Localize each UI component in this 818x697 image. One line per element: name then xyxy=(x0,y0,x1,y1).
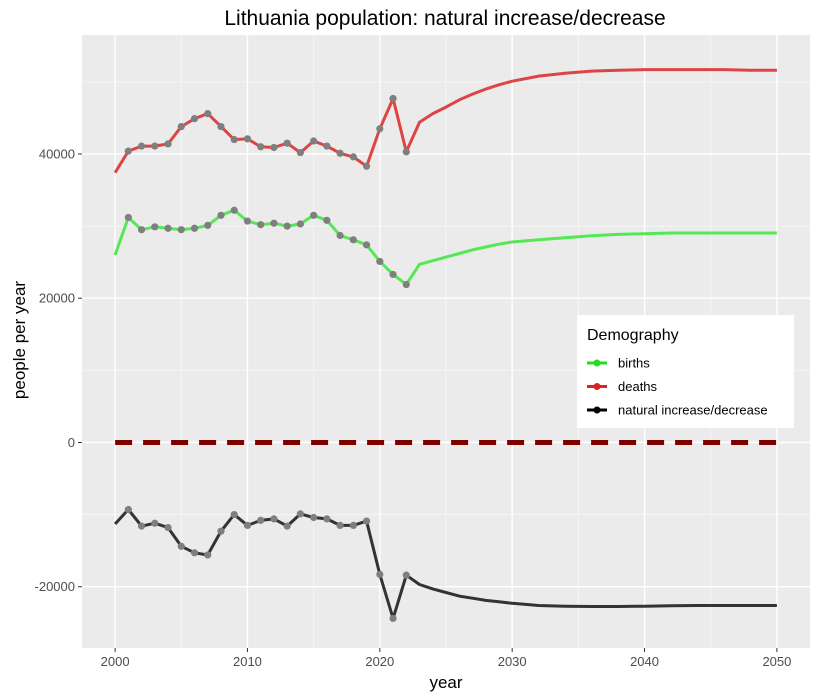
data-point xyxy=(389,94,397,103)
x-tick-label: 2040 xyxy=(630,654,659,669)
data-point xyxy=(177,226,185,234)
chart-title: Lithuania population: natural increase/d… xyxy=(224,7,665,30)
data-point xyxy=(204,110,212,118)
x-tick-label: 2020 xyxy=(365,654,394,669)
data-point xyxy=(376,257,384,266)
data-point xyxy=(296,220,304,228)
data-point xyxy=(270,219,278,227)
data-point xyxy=(402,571,410,579)
data-point xyxy=(349,521,357,530)
y-tick-label: 20000 xyxy=(39,291,75,306)
data-point xyxy=(389,614,397,623)
data-point xyxy=(402,148,410,156)
x-axis-title: year xyxy=(429,673,462,692)
data-point xyxy=(257,143,265,151)
y-tick-label: -20000 xyxy=(35,579,75,594)
data-point xyxy=(151,142,159,150)
data-point xyxy=(151,519,159,527)
data-point xyxy=(323,515,331,523)
data-point xyxy=(230,510,238,519)
legend-title: Demography xyxy=(587,327,679,344)
data-point xyxy=(124,147,132,155)
data-point xyxy=(376,570,384,579)
x-tick-label: 2050 xyxy=(762,654,791,669)
data-point xyxy=(190,115,199,123)
data-point xyxy=(137,226,146,234)
data-point xyxy=(177,542,185,550)
data-point xyxy=(362,162,371,170)
legend-label: deaths xyxy=(618,379,658,394)
data-point xyxy=(217,211,225,219)
data-point xyxy=(217,122,225,131)
data-point xyxy=(137,522,146,530)
y-axis-title: people per year xyxy=(10,281,29,399)
data-point xyxy=(336,149,344,157)
y-axis-ticks: -20000 0 20000 40000 xyxy=(35,146,82,594)
data-point xyxy=(310,137,318,145)
x-tick-label: 2010 xyxy=(233,654,262,669)
data-point xyxy=(190,549,199,557)
x-tick-label: 2000 xyxy=(101,654,130,669)
data-point xyxy=(124,505,132,514)
legend-label: natural increase/decrease xyxy=(618,403,768,418)
data-point xyxy=(310,513,318,522)
x-tick-label: 2030 xyxy=(498,654,527,669)
data-point xyxy=(124,213,132,222)
data-point xyxy=(389,270,397,279)
data-point xyxy=(164,140,172,148)
data-point xyxy=(230,135,238,144)
data-point xyxy=(204,221,212,229)
data-point xyxy=(230,206,238,214)
legend-key-point xyxy=(593,383,601,390)
data-point xyxy=(296,148,304,157)
data-point xyxy=(243,521,252,530)
data-point xyxy=(257,516,265,524)
x-axis-ticks: 2000 2010 2020 2030 2040 2050 xyxy=(101,648,791,669)
legend: Demography births deaths natural increase/… xyxy=(577,315,794,428)
data-point xyxy=(283,139,291,147)
y-tick-label: 0 xyxy=(68,435,75,450)
data-point xyxy=(164,224,172,232)
data-point xyxy=(270,515,278,523)
legend-label: births xyxy=(618,356,650,371)
data-point xyxy=(349,153,357,161)
data-point xyxy=(323,142,331,150)
data-point xyxy=(362,241,371,249)
legend-entries: births deaths natural increase/decrease xyxy=(587,356,768,418)
data-point xyxy=(164,523,172,532)
data-point xyxy=(243,135,252,143)
legend-box xyxy=(577,315,794,428)
data-point xyxy=(349,236,357,244)
series-points xyxy=(124,94,410,623)
data-point xyxy=(336,521,344,530)
data-point xyxy=(190,224,199,232)
legend-key-point xyxy=(593,406,601,414)
data-point xyxy=(270,143,278,152)
data-point xyxy=(296,510,304,518)
data-point xyxy=(243,217,252,225)
data-point xyxy=(257,221,265,229)
data-point xyxy=(151,223,159,231)
data-point xyxy=(137,142,146,150)
data-point xyxy=(283,522,291,530)
data-point xyxy=(204,551,212,559)
legend-key-point xyxy=(593,359,601,367)
data-point xyxy=(310,211,318,219)
data-point xyxy=(376,125,384,133)
data-point xyxy=(323,216,331,224)
data-point xyxy=(283,222,291,230)
data-point xyxy=(177,122,185,131)
y-tick-label: 40000 xyxy=(39,146,75,161)
data-point xyxy=(362,517,371,525)
data-point xyxy=(336,231,344,240)
data-point xyxy=(217,527,225,535)
data-point xyxy=(402,280,410,289)
